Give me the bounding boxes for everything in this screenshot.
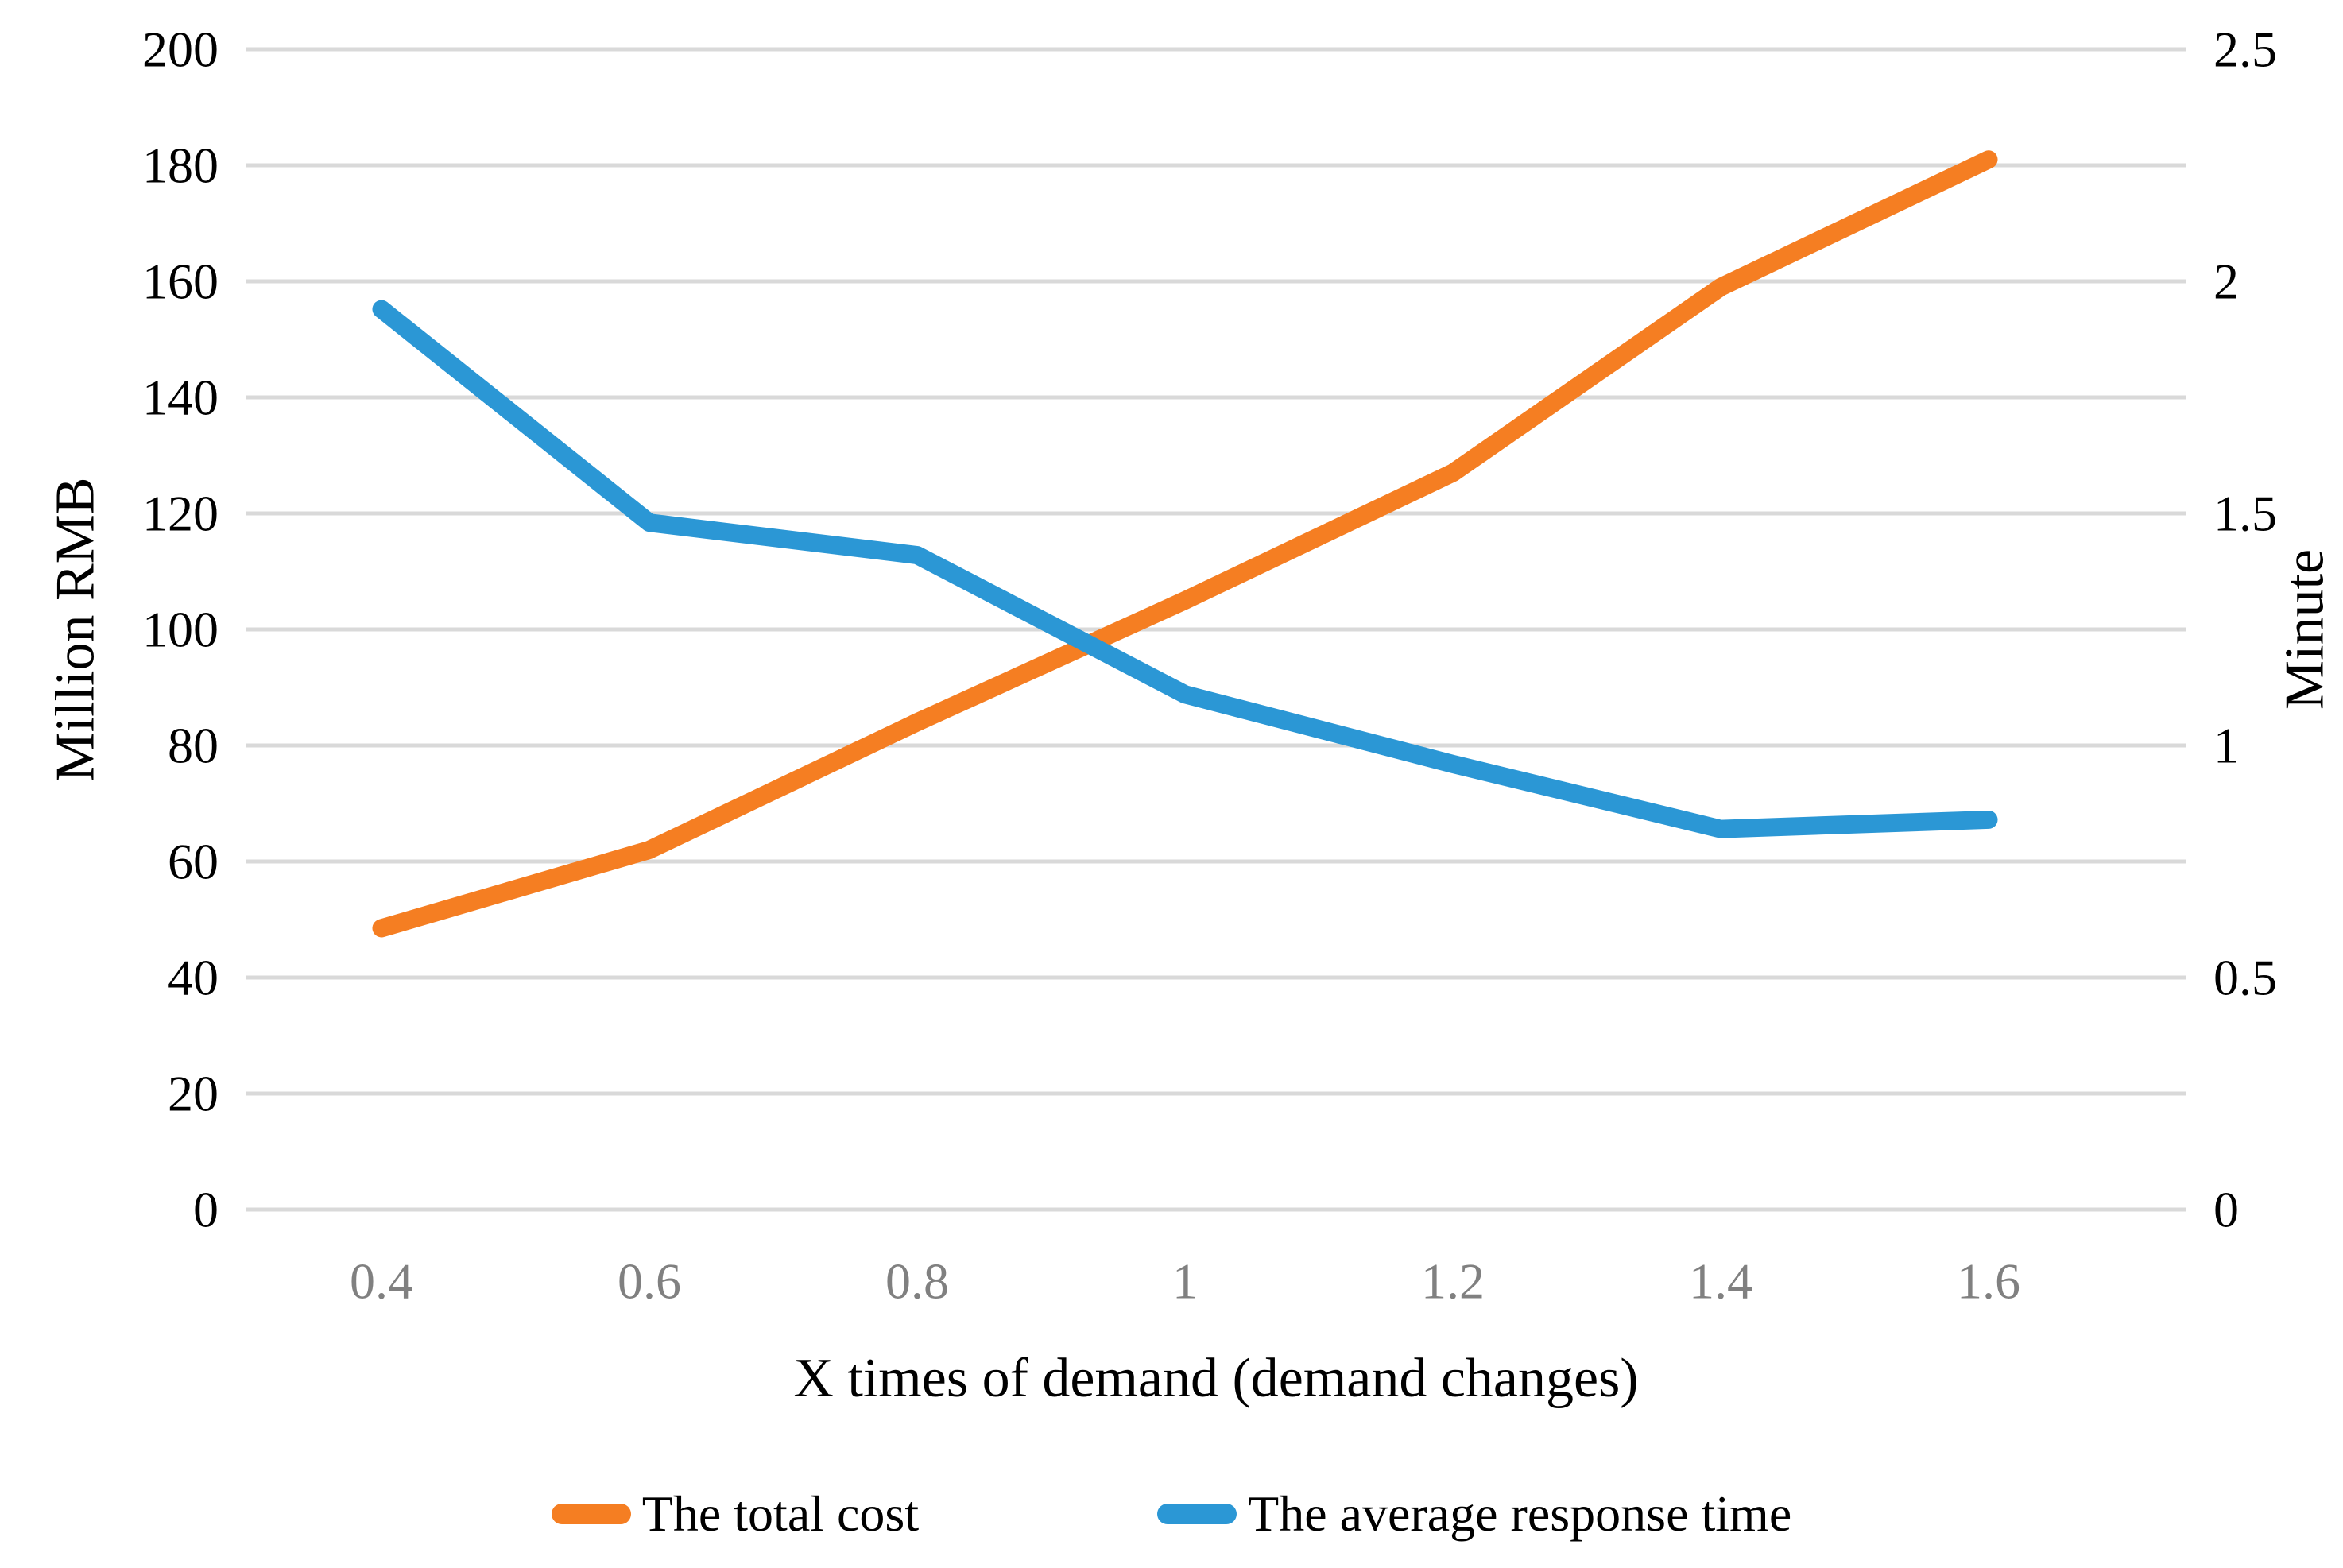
x-axis-tick-label: 1.4 (1689, 1253, 1752, 1310)
legend-label-response-time: The average response time (1248, 1485, 1792, 1542)
x-axis-tick-label: 0.6 (618, 1253, 681, 1310)
right-axis-title: Minute (2275, 549, 2336, 710)
left-axis-tick-label: 40 (168, 950, 219, 1006)
left-axis-tick-label: 120 (142, 486, 219, 542)
left-axis-tick-label: 160 (142, 254, 219, 310)
right-axis-tick-label: 1.5 (2213, 486, 2277, 542)
total-cost-line-swatch (551, 1504, 631, 1524)
legend-item-total-cost: The total cost (551, 1485, 920, 1543)
left-axis-tick-label: 80 (168, 718, 219, 774)
left-axis-tick-label: 140 (142, 370, 219, 426)
left-axis-tick-label: 60 (168, 834, 219, 890)
x-axis-title: X times of demand (demand changes) (793, 1348, 1639, 1409)
x-axis-tick-label: 1.2 (1421, 1253, 1485, 1310)
left-axis-title: Million RMB (45, 477, 106, 781)
x-axis-tick-label: 0.4 (350, 1253, 413, 1310)
legend-item-response-time: The average response time (1157, 1485, 1791, 1543)
legend: The total cost The average response time (0, 1485, 2343, 1543)
left-axis-tick-label: 100 (142, 602, 219, 658)
left-axis-tick-label: 0 (193, 1182, 219, 1238)
right-axis-tick-label: 2.5 (2213, 21, 2277, 78)
left-axis-tick-label: 200 (142, 21, 219, 78)
response-time-line-swatch (1157, 1504, 1237, 1524)
left-axis-tick-label: 180 (142, 137, 219, 194)
right-axis-tick-label: 1 (2213, 718, 2239, 774)
right-axis-tick-label: 0.5 (2213, 950, 2277, 1006)
series-line-the-average-response-time (372, 300, 1998, 838)
right-axis-tick-label: 0 (2213, 1182, 2239, 1238)
x-axis-tick-label: 1.6 (1957, 1253, 2020, 1310)
left-axis-tick-label: 20 (168, 1066, 219, 1122)
right-axis-tick-label: 2 (2213, 254, 2239, 310)
legend-label-total-cost: The total cost (641, 1485, 920, 1542)
x-axis-tick-label: 1 (1172, 1253, 1198, 1310)
x-axis-tick-label: 0.8 (885, 1253, 949, 1310)
series-line-the-total-cost (372, 150, 1998, 938)
